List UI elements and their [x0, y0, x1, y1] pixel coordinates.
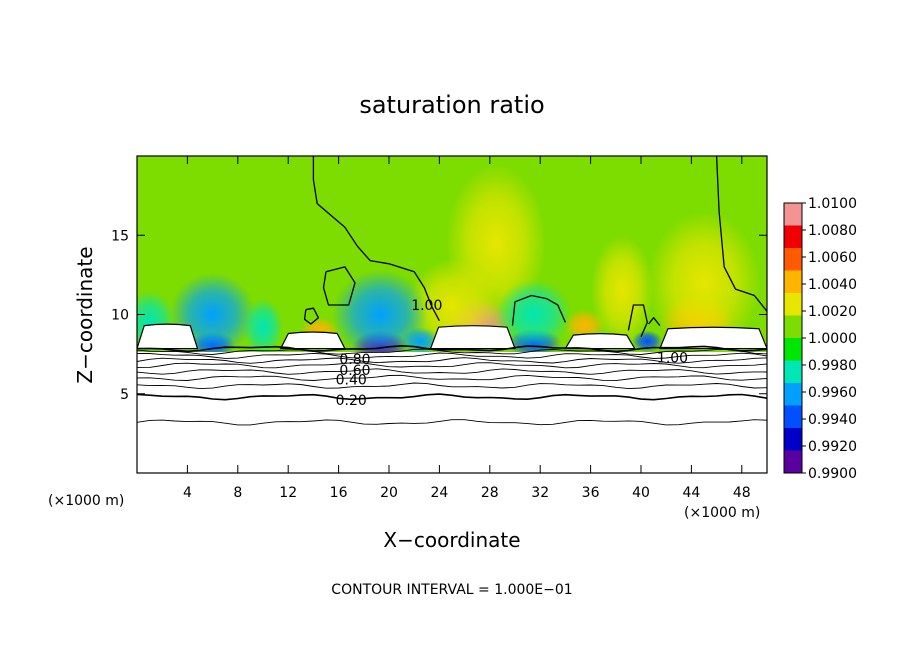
- cloud-region: [279, 331, 346, 350]
- colorbar-label: 1.0080: [808, 223, 857, 239]
- unity-contour: [648, 317, 661, 327]
- layer-contour: [137, 374, 767, 382]
- unity-contour: [322, 266, 356, 306]
- y-tick-label: 5: [120, 387, 129, 403]
- unity-contour: [303, 307, 320, 325]
- contour-lines: [137, 156, 767, 426]
- field-anomaly: [590, 235, 654, 347]
- x-tick-label: 16: [330, 485, 348, 501]
- x-unit-right: (×1000 m): [684, 505, 760, 521]
- unity-contour: [715, 156, 767, 312]
- colorbar-swatch: [784, 293, 802, 316]
- x-tick-label: 12: [279, 485, 297, 501]
- colorbar-label: 0.9940: [808, 412, 857, 428]
- colorbar-swatch: [784, 405, 802, 429]
- layer-contour: [137, 348, 767, 355]
- x-tick-label: 36: [582, 485, 600, 501]
- colorbar-label: 0.9960: [808, 385, 857, 401]
- y-axis-ticks: 5 10 15: [111, 228, 767, 403]
- contour-label: 0.60: [339, 363, 370, 379]
- cloud-region: [429, 325, 516, 350]
- x-tick-label: 44: [682, 485, 700, 501]
- colorbar-label: 0.9980: [808, 358, 857, 374]
- x-tick-label: 48: [733, 485, 751, 501]
- field-anomaly: [647, 211, 761, 355]
- contour-label: 1.00: [411, 298, 442, 314]
- contour-label: 0.20: [336, 393, 367, 409]
- layer-contour: [137, 419, 767, 426]
- colorbar-swatch: [784, 225, 802, 249]
- field-anomaly: [242, 298, 284, 356]
- colorbar-swatch: [784, 383, 802, 406]
- x-tick-label: 28: [481, 485, 499, 501]
- cloud-region: [564, 333, 636, 350]
- x-tick-label: 8: [233, 485, 242, 501]
- x-axis-label: X−coordinate: [383, 528, 520, 552]
- colorbar-label: 1.0100: [808, 196, 857, 212]
- x-tick-label: 32: [531, 485, 549, 501]
- colorbar-label: 1.0020: [808, 304, 857, 320]
- colorbar-swatch: [784, 315, 802, 339]
- colorbar-label: 0.9920: [808, 439, 857, 455]
- plot-area: [137, 156, 767, 473]
- unity-contour: [511, 294, 566, 326]
- subsaturated-layer-background: [137, 352, 767, 473]
- contour-label: 0.40: [336, 372, 367, 388]
- colorbar-swatch: [784, 338, 802, 361]
- y-tick-label: 10: [111, 308, 129, 324]
- colorbar-label: 1.0060: [808, 250, 857, 266]
- y-axis-label: Z−coordinate: [73, 246, 97, 383]
- layer-contour: [137, 393, 767, 401]
- contour-label: 1.00: [657, 350, 688, 366]
- contour-labels: 0.20 0.400.600.80 1.00 1.00: [336, 298, 688, 409]
- colorbar-label: 1.0040: [808, 277, 857, 293]
- chart-title: saturation ratio: [359, 91, 544, 119]
- colorbar-swatch: [784, 248, 802, 271]
- saturation-field: [137, 163, 761, 363]
- x-tick-label: 40: [632, 485, 650, 501]
- x-tick-label: 20: [380, 485, 398, 501]
- layer-contour: [137, 382, 767, 390]
- colorbar-swatch: [784, 270, 802, 294]
- cloud-region: [137, 323, 199, 350]
- colorbar-swatch: [784, 203, 802, 226]
- layer-contour: [137, 352, 767, 359]
- unity-contour: [627, 304, 648, 337]
- layer-contour: [137, 344, 767, 353]
- subsaturated-layer: [137, 352, 767, 473]
- layer-contour: [137, 368, 767, 375]
- colorbar: 1.0100 1.0080 1.0060 1.0040 1.0020 1.0000 0.99…: [783, 196, 857, 482]
- x-axis-ticks: 4 8 12 16 20 24 28 32 36 40 44 48: [183, 156, 751, 501]
- unity-contour: [312, 156, 440, 322]
- colorbar-swatch: [784, 428, 802, 451]
- colorbar-swatch: [784, 450, 802, 474]
- x-unit-left: (×1000 m): [48, 493, 124, 509]
- y-tick-label: 15: [111, 228, 129, 244]
- layer-contour: [137, 357, 767, 364]
- colorbar-label: 1.0000: [808, 331, 857, 347]
- cloud-regions: [137, 323, 767, 350]
- contour-label: 0.80: [339, 352, 370, 368]
- x-tick-label: 24: [430, 485, 448, 501]
- cloud-region: [659, 326, 767, 350]
- x-tick-label: 4: [183, 485, 192, 501]
- contour-interval-note: CONTOUR INTERVAL = 1.000E−01: [331, 582, 572, 598]
- layer-contour: [137, 362, 767, 369]
- colorbar-swatch: [784, 360, 802, 384]
- field-anomaly: [496, 279, 572, 350]
- colorbar-label: 0.9900: [808, 466, 857, 482]
